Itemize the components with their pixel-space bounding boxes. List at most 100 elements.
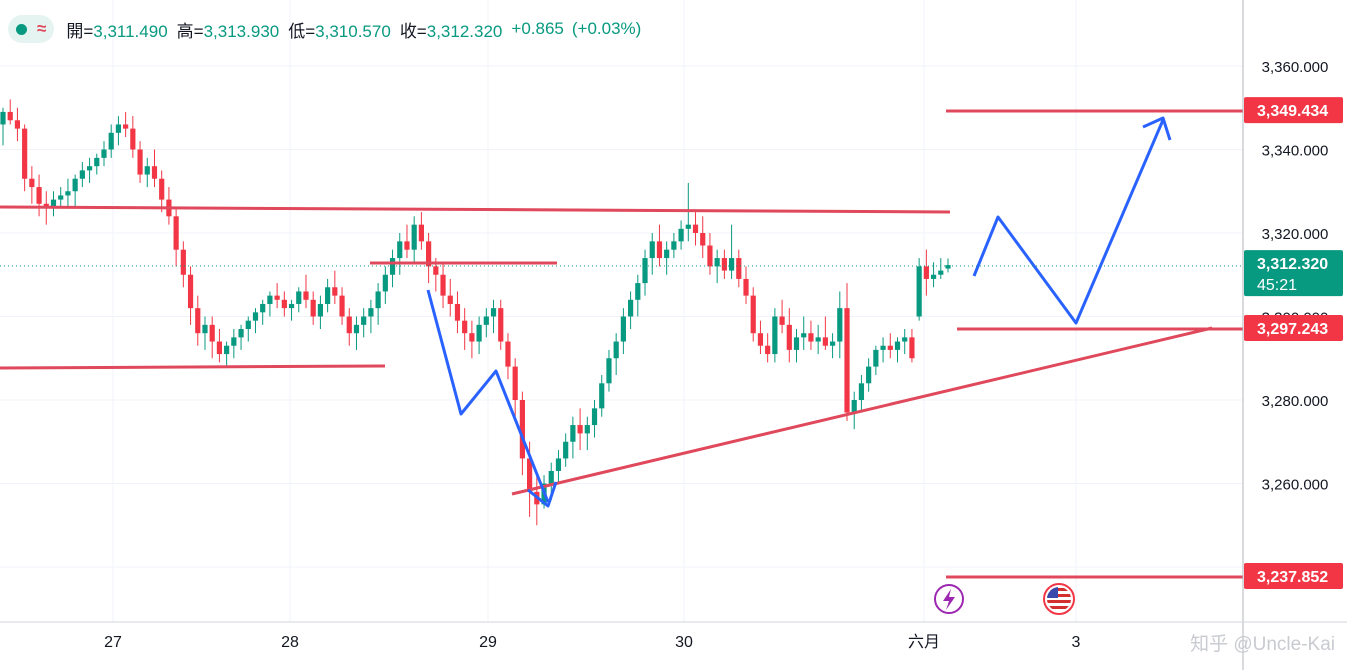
candle xyxy=(801,316,807,350)
candle-body xyxy=(202,324,208,334)
candle xyxy=(339,287,345,325)
ascending-trendline[interactable] xyxy=(511,326,1213,496)
candle-body xyxy=(252,312,259,321)
candle xyxy=(238,324,244,350)
candle xyxy=(94,153,100,175)
candle xyxy=(555,450,562,484)
candle xyxy=(137,141,143,183)
candle-body xyxy=(555,458,562,471)
candle-body xyxy=(325,287,331,304)
candle-body xyxy=(115,124,122,133)
candle xyxy=(209,316,215,359)
candle-body xyxy=(346,316,352,334)
candle-body xyxy=(216,341,223,355)
price-label-text: 3,297.243 xyxy=(1257,321,1328,338)
candle xyxy=(0,107,6,146)
x-tick-label: 27 xyxy=(104,634,122,651)
candle-body xyxy=(606,358,612,384)
candle xyxy=(353,316,360,350)
support-line-left[interactable] xyxy=(0,364,386,370)
candle-body xyxy=(642,258,648,284)
candle xyxy=(664,241,670,275)
candle-body xyxy=(296,291,302,304)
candle-body xyxy=(591,408,598,426)
candle xyxy=(245,316,251,342)
candle xyxy=(866,358,872,392)
x-tick-label: 六月 xyxy=(908,633,940,651)
candle xyxy=(108,124,114,158)
candle xyxy=(469,320,475,359)
change-value: +0.865 xyxy=(511,19,564,38)
candle-body xyxy=(757,333,764,346)
candle-body xyxy=(894,341,901,350)
candle-body xyxy=(498,308,504,342)
candle xyxy=(462,308,468,350)
candle xyxy=(29,166,35,204)
candle-body xyxy=(267,295,273,304)
candle xyxy=(512,358,518,417)
candle xyxy=(440,262,446,309)
us-flag-event-icon[interactable] xyxy=(1043,583,1075,615)
resistance-line[interactable] xyxy=(0,205,951,214)
watermark: 知乎 @Uncle-Kai xyxy=(1190,634,1335,655)
candle-body xyxy=(58,195,64,200)
candle xyxy=(671,233,677,259)
approx-wave-icon[interactable]: ≈ xyxy=(37,19,47,38)
y-tick-label: 3,360.000 xyxy=(1262,59,1329,76)
y-tick-label: 3,280.000 xyxy=(1262,393,1329,410)
candle-body xyxy=(844,308,850,413)
ohlc-legend: ≈ 開=3,311.490 高=3,313.930 低=3,310.570 收=… xyxy=(8,14,649,44)
candle xyxy=(447,278,453,317)
candle-body xyxy=(866,366,872,384)
path-arrow-left[interactable] xyxy=(426,289,550,503)
candle-body xyxy=(454,303,461,321)
candle-body xyxy=(317,303,324,317)
candle-body xyxy=(151,166,158,179)
price-label: 3,349.434 xyxy=(1244,97,1343,124)
ohlc-close: 收=3,312.320 xyxy=(400,17,503,42)
drawing-layer[interactable] xyxy=(0,109,1243,579)
candle xyxy=(72,174,78,208)
candle-body xyxy=(108,132,114,150)
candle xyxy=(296,287,302,313)
legend-toggle[interactable]: ≈ xyxy=(8,15,55,43)
candle-body xyxy=(887,345,893,350)
time-axis[interactable]: 27 28 29 30 六月 3 xyxy=(104,633,1080,651)
candle xyxy=(166,187,172,225)
candle-body xyxy=(714,258,720,267)
candle xyxy=(577,408,583,451)
candle xyxy=(627,291,634,330)
candle-body xyxy=(909,337,915,359)
price-label: 3,237.852 xyxy=(1244,562,1343,589)
candle-body xyxy=(700,233,706,246)
candle-body xyxy=(36,187,42,204)
candle xyxy=(79,162,85,188)
price-label-bg xyxy=(1244,250,1343,297)
candle xyxy=(303,274,309,309)
candle xyxy=(123,111,129,137)
low-label: 低= xyxy=(288,21,316,41)
candle-body xyxy=(462,320,468,334)
candle-body xyxy=(772,316,778,355)
candle xyxy=(14,107,21,142)
candle xyxy=(288,299,295,321)
lightning-event-icon[interactable] xyxy=(934,584,964,614)
candle xyxy=(231,329,237,359)
candle-body xyxy=(260,303,266,313)
close-label: 收= xyxy=(399,21,427,41)
candle-body xyxy=(692,224,699,233)
low-value: 3,310.570 xyxy=(315,21,391,41)
candle xyxy=(361,308,367,338)
candle xyxy=(325,278,331,313)
candle-body xyxy=(548,470,554,484)
candle xyxy=(945,258,951,273)
high-value: 3,313.930 xyxy=(203,21,280,41)
candlestick-series xyxy=(0,99,951,526)
path-arrow-right[interactable] xyxy=(972,119,1165,325)
candle xyxy=(7,99,13,125)
candle xyxy=(317,295,324,330)
candle-body xyxy=(599,383,605,409)
candle xyxy=(613,333,619,375)
y-tick-label: 3,320.000 xyxy=(1262,226,1329,243)
